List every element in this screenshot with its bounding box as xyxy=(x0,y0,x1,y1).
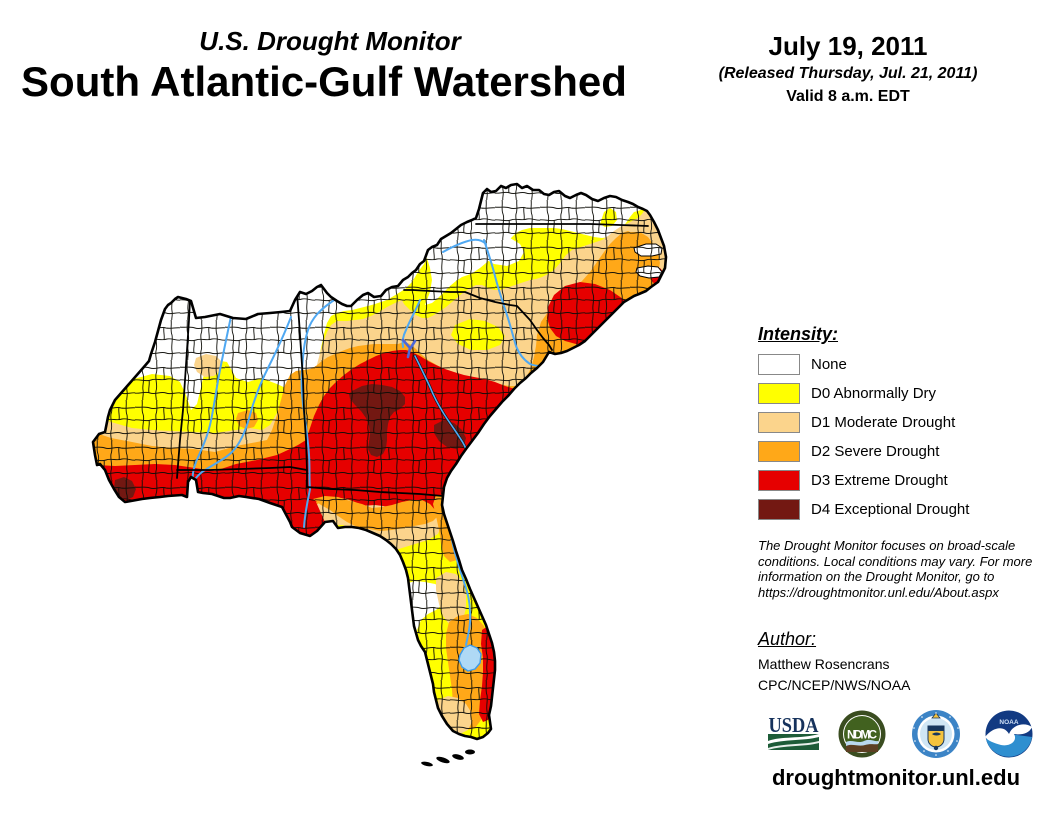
svg-text:NDMC: NDMC xyxy=(847,728,877,742)
svg-text:NOAA: NOAA xyxy=(999,719,1018,726)
svg-text:USDA: USDA xyxy=(769,713,820,737)
